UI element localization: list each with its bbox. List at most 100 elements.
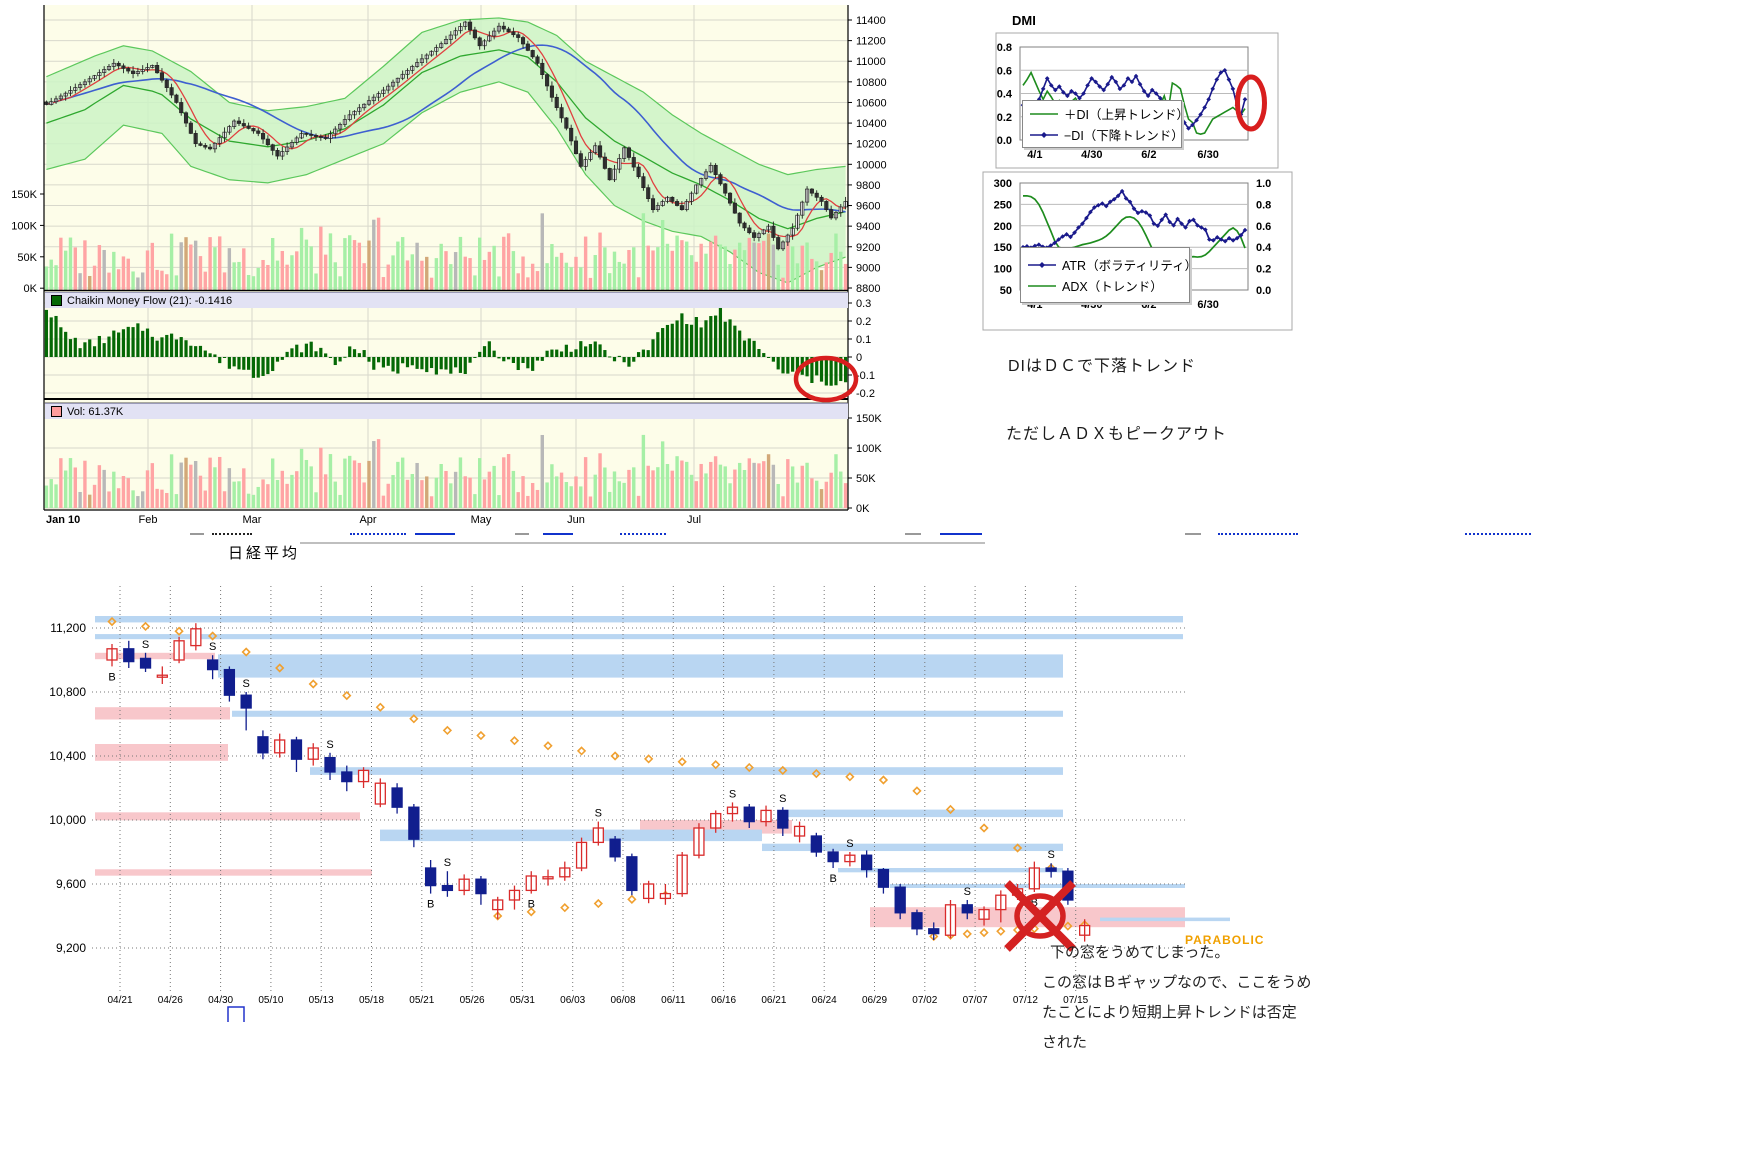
svg-text:06/24: 06/24 <box>812 995 837 1006</box>
svg-text:10800: 10800 <box>856 77 887 89</box>
dmi-outer-box <box>995 32 1279 169</box>
svg-text:10600: 10600 <box>856 97 887 109</box>
adx-label: ADX（トレンド） <box>1062 280 1163 294</box>
mini-legend-item[interactable] <box>212 530 252 535</box>
svg-text:06/21: 06/21 <box>761 995 786 1006</box>
svg-text:S: S <box>964 886 971 898</box>
plus-di-line-icon <box>1030 112 1058 115</box>
mini-legend-item[interactable] <box>620 530 666 535</box>
svg-text:100: 100 <box>994 264 1012 276</box>
svg-text:9000: 9000 <box>856 262 880 274</box>
svg-text:6/2: 6/2 <box>1141 149 1156 161</box>
svg-text:06/29: 06/29 <box>862 995 887 1006</box>
volume-label: Vol: 61.37K <box>67 405 124 418</box>
svg-text:0.3: 0.3 <box>856 298 871 310</box>
svg-text:0.4: 0.4 <box>1256 242 1272 254</box>
svg-text:4/1: 4/1 <box>1027 149 1042 161</box>
mini-legend-item[interactable] <box>1218 530 1298 535</box>
svg-text:Mar: Mar <box>243 514 262 526</box>
svg-text:0.0: 0.0 <box>997 135 1012 147</box>
dmi-note: DIはＤＣで下落トレンド <box>1008 358 1197 375</box>
svg-text:-0.2: -0.2 <box>856 388 875 400</box>
volume-overlay-bars <box>44 213 848 290</box>
svg-text:S: S <box>326 739 333 751</box>
minus-di-line-icon <box>1030 131 1058 138</box>
svg-text:05/21: 05/21 <box>409 995 434 1006</box>
cmf-bars <box>44 307 848 386</box>
svg-text:S: S <box>846 838 853 850</box>
svg-text:06/11: 06/11 <box>661 995 686 1006</box>
svg-text:Apr: Apr <box>359 514 376 526</box>
svg-text:04/26: 04/26 <box>158 995 183 1006</box>
svg-text:0.0: 0.0 <box>1256 285 1271 297</box>
svg-text:10200: 10200 <box>856 139 887 151</box>
svg-text:0K: 0K <box>24 283 38 295</box>
svg-text:11000: 11000 <box>856 56 886 68</box>
plus-di-label: ＋DI（上昇トレンド） <box>1064 108 1190 122</box>
atr-label: ATR（ボラティリティ） <box>1062 259 1198 273</box>
adx-note: ただしＡＤＸもピークアウト <box>1006 426 1228 443</box>
svg-text:9800: 9800 <box>856 180 880 192</box>
svg-text:1.0: 1.0 <box>1256 178 1271 190</box>
svg-text:9200: 9200 <box>856 242 880 254</box>
svg-text:S: S <box>242 678 249 690</box>
svg-text:06/16: 06/16 <box>711 995 736 1006</box>
svg-text:Jan 10: Jan 10 <box>46 514 80 526</box>
svg-text:300: 300 <box>994 178 1012 190</box>
svg-text:0.4: 0.4 <box>997 89 1013 101</box>
mini-legend-item[interactable] <box>515 530 529 535</box>
svg-text:07/12: 07/12 <box>1013 995 1038 1006</box>
svg-text:Jul: Jul <box>687 514 701 526</box>
chaikin-swatch-icon <box>51 295 62 306</box>
gap-annotation-line4: された <box>1042 1034 1088 1051</box>
svg-text:100K: 100K <box>11 220 37 232</box>
mini-legend-item[interactable] <box>1185 530 1201 535</box>
svg-text:50K: 50K <box>856 473 876 485</box>
svg-text:07/15: 07/15 <box>1063 995 1088 1006</box>
atr-legend: ATR（ボラティリティ） ADX（トレンド） <box>1020 247 1197 303</box>
volume-header: Vol: 61.37K <box>45 403 848 419</box>
mini-legend-item[interactable] <box>350 530 406 535</box>
svg-text:05/13: 05/13 <box>309 995 334 1006</box>
mini-legend-item[interactable] <box>905 530 921 535</box>
svg-text:10,800: 10,800 <box>49 685 86 699</box>
volume-swatch-icon <box>51 406 62 417</box>
volume-panel-bars <box>44 434 848 508</box>
svg-text:S: S <box>142 639 149 651</box>
svg-text:0.8: 0.8 <box>1256 199 1271 211</box>
svg-text:0: 0 <box>856 352 862 364</box>
gap-bands <box>95 616 1230 928</box>
svg-text:0K: 0K <box>856 503 870 515</box>
svg-text:S: S <box>729 788 736 800</box>
svg-text:0.1: 0.1 <box>856 334 871 346</box>
mini-legend-item[interactable] <box>415 530 455 535</box>
mini-legend-item[interactable] <box>940 530 982 535</box>
svg-text:0.6: 0.6 <box>997 65 1012 77</box>
svg-text:9600: 9600 <box>856 201 880 213</box>
svg-text:B: B <box>528 899 535 911</box>
svg-text:07/02: 07/02 <box>912 995 937 1006</box>
mini-legend-item[interactable] <box>190 530 204 535</box>
svg-text:04/30: 04/30 <box>208 995 233 1006</box>
bracket-annotation <box>227 1006 245 1022</box>
svg-text:05/26: 05/26 <box>460 995 485 1006</box>
mini-legend-item[interactable] <box>1465 530 1531 535</box>
svg-text:9,200: 9,200 <box>56 941 86 955</box>
svg-text:250: 250 <box>994 199 1012 211</box>
gap-annotation-line3: たことにより短期上昇トレンドは否定 <box>1042 1004 1297 1021</box>
mini-legend-row <box>0 528 1750 536</box>
svg-text:Jun: Jun <box>567 514 585 526</box>
svg-text:04/21: 04/21 <box>107 995 132 1006</box>
svg-text:11,200: 11,200 <box>50 621 86 635</box>
red-x-annotation <box>1014 893 1066 939</box>
svg-text:0.2: 0.2 <box>856 316 871 328</box>
gap-annotation-line1: 下の窓をうめてしまった。 <box>1050 944 1230 961</box>
adx-line-icon <box>1028 284 1056 287</box>
svg-text:B: B <box>427 899 434 911</box>
svg-text:10000: 10000 <box>856 159 887 171</box>
svg-text:150K: 150K <box>856 413 882 425</box>
mini-legend-item[interactable] <box>543 530 573 535</box>
dmi-legend-plus-di: ＋DI（上昇トレンド） <box>1029 104 1189 123</box>
svg-text:11200: 11200 <box>856 36 886 48</box>
bottom-chart-title: 日経平均 <box>228 545 301 562</box>
